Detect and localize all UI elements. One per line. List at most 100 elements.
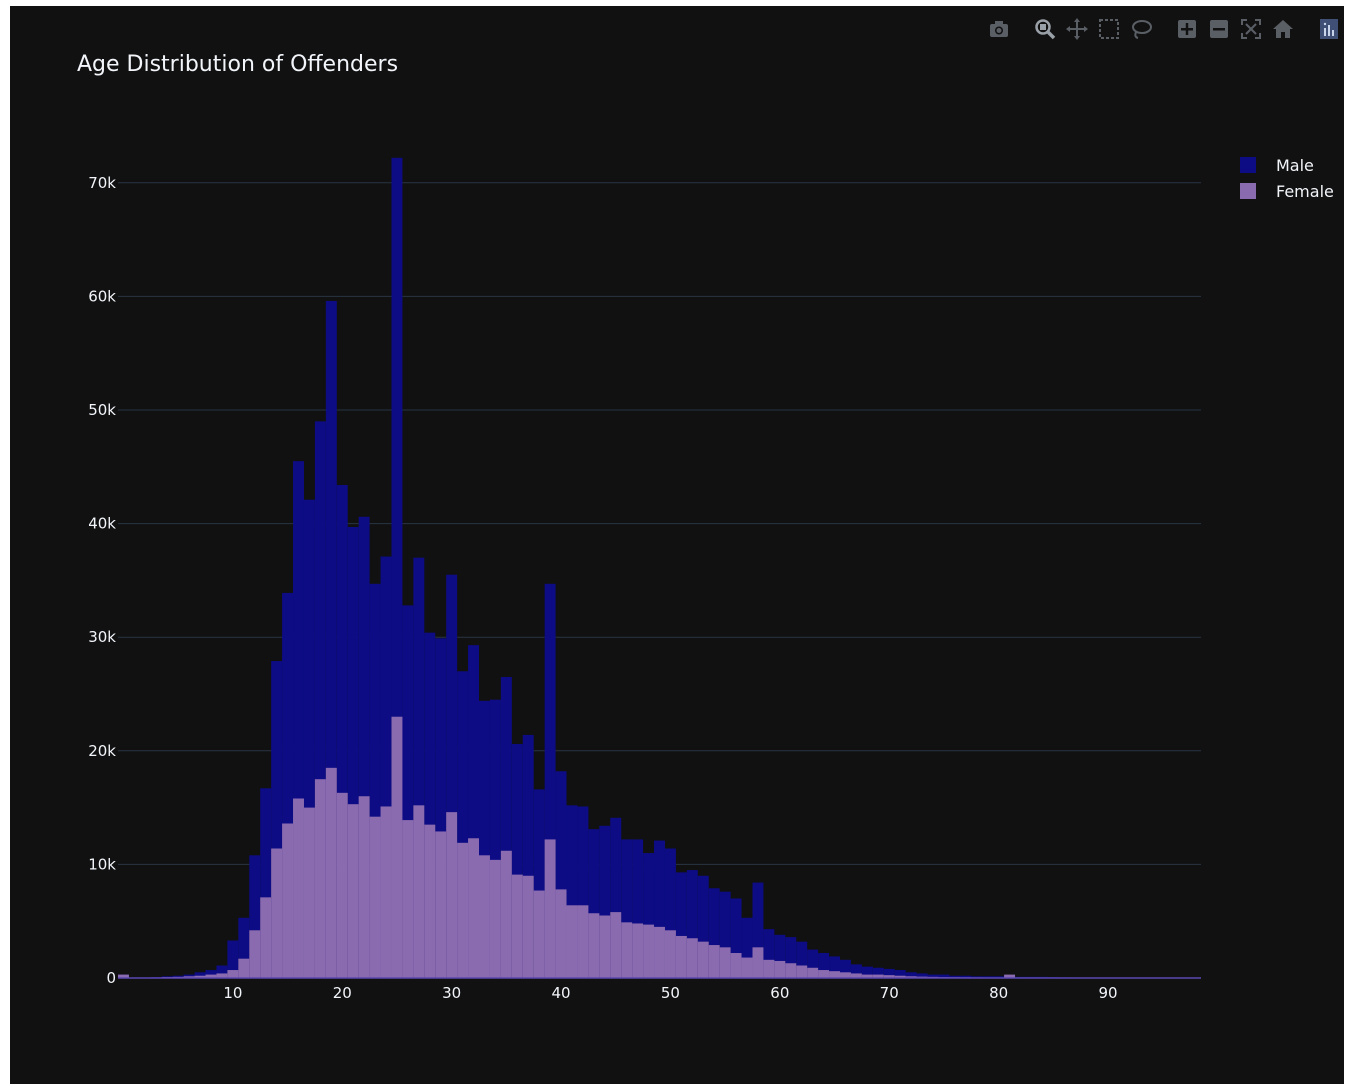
- bar-female[interactable]: [511, 874, 523, 978]
- bar-male[interactable]: [577, 806, 589, 978]
- bar-female[interactable]: [883, 975, 895, 978]
- bar-male[interactable]: [610, 817, 622, 978]
- bar-female[interactable]: [577, 905, 589, 978]
- bar-female[interactable]: [796, 965, 808, 978]
- bar-male[interactable]: [216, 965, 228, 978]
- bar-male[interactable]: [938, 974, 950, 978]
- bar-female[interactable]: [544, 839, 556, 978]
- bar-female[interactable]: [238, 958, 250, 978]
- bar-male[interactable]: [807, 949, 819, 978]
- bar-male[interactable]: [829, 956, 840, 978]
- lasso-select-icon[interactable]: [1128, 16, 1154, 42]
- bar-female[interactable]: [489, 859, 501, 978]
- bar-female[interactable]: [424, 824, 436, 978]
- bar-male[interactable]: [238, 917, 250, 978]
- bar-female[interactable]: [872, 974, 884, 978]
- camera-icon[interactable]: [986, 16, 1012, 42]
- bar-male[interactable]: [697, 875, 709, 978]
- bar-female[interactable]: [566, 905, 578, 978]
- bar-male[interactable]: [708, 888, 720, 978]
- bar-male[interactable]: [654, 840, 665, 978]
- bar-male[interactable]: [796, 941, 808, 978]
- bar-male[interactable]: [741, 917, 753, 978]
- bar-male[interactable]: [675, 872, 687, 978]
- bar-male[interactable]: [500, 676, 512, 978]
- bar-male[interactable]: [413, 557, 425, 978]
- bar-male[interactable]: [632, 839, 644, 978]
- zoom-in-icon[interactable]: [1174, 16, 1200, 42]
- bar-female[interactable]: [347, 804, 359, 978]
- bar-female[interactable]: [457, 842, 469, 978]
- chart-area[interactable]: 0 10k 20k 30k 40k 50k 60k 70k 10 20 30 40 50 60 70 80 9…: [10, 6, 1344, 1084]
- bar-male[interactable]: [271, 661, 283, 978]
- bar-male[interactable]: [664, 848, 676, 978]
- bar-female[interactable]: [413, 805, 425, 978]
- bar-male[interactable]: [883, 968, 895, 978]
- bar-female[interactable]: [500, 850, 512, 978]
- bar-male[interactable]: [872, 967, 884, 978]
- bar-male[interactable]: [468, 645, 479, 978]
- bar-male[interactable]: [446, 574, 458, 978]
- female-bars[interactable]: [118, 716, 1201, 978]
- bar-female[interactable]: [468, 838, 479, 978]
- bar-male[interactable]: [555, 771, 567, 978]
- bar-female[interactable]: [894, 975, 906, 978]
- bar-female[interactable]: [380, 806, 392, 978]
- bar-female[interactable]: [621, 922, 633, 978]
- bar-female[interactable]: [632, 923, 644, 978]
- bar-male[interactable]: [850, 964, 862, 978]
- bar-male[interactable]: [840, 959, 851, 978]
- bar-female[interactable]: [369, 816, 381, 978]
- male-bars[interactable]: [118, 157, 1201, 979]
- autoscale-icon[interactable]: [1238, 16, 1264, 42]
- bar-female[interactable]: [686, 938, 698, 978]
- bar-male[interactable]: [282, 592, 294, 978]
- bar-female[interactable]: [118, 974, 129, 978]
- bar-female[interactable]: [391, 716, 403, 978]
- bar-female[interactable]: [807, 967, 819, 978]
- bar-female[interactable]: [829, 971, 840, 978]
- bar-female[interactable]: [227, 970, 239, 978]
- bar-female[interactable]: [325, 767, 337, 978]
- bar-male[interactable]: [260, 788, 272, 978]
- bar-female[interactable]: [850, 973, 862, 978]
- bar-male[interactable]: [369, 583, 381, 978]
- bar-female[interactable]: [435, 831, 447, 978]
- bar-male[interactable]: [402, 605, 414, 978]
- bar-male[interactable]: [588, 829, 600, 978]
- bar-female[interactable]: [358, 796, 370, 978]
- bar-female[interactable]: [905, 976, 917, 978]
- bar-female[interactable]: [303, 807, 315, 978]
- bar-female[interactable]: [314, 779, 326, 978]
- zoom-out-icon[interactable]: [1206, 16, 1232, 42]
- bar-female[interactable]: [402, 820, 414, 978]
- legend-item-male[interactable]: Male: [1240, 152, 1334, 178]
- bar-male[interactable]: [380, 556, 392, 978]
- legend-item-female[interactable]: Female: [1240, 178, 1334, 204]
- box-select-icon[interactable]: [1096, 16, 1122, 42]
- bar-male[interactable]: [916, 973, 928, 978]
- bar-female[interactable]: [205, 974, 217, 978]
- bar-male[interactable]: [303, 499, 315, 978]
- bar-male[interactable]: [533, 789, 545, 978]
- bar-male[interactable]: [905, 972, 917, 978]
- bar-male[interactable]: [391, 157, 403, 979]
- bar-male[interactable]: [336, 484, 348, 978]
- bar-female[interactable]: [216, 973, 228, 978]
- bar-female[interactable]: [271, 848, 283, 978]
- bar-male[interactable]: [763, 929, 775, 978]
- bar-female[interactable]: [752, 947, 764, 978]
- bar-male[interactable]: [730, 898, 742, 978]
- bar-male[interactable]: [643, 853, 655, 978]
- bar-male[interactable]: [489, 699, 501, 978]
- bar-female[interactable]: [479, 855, 490, 978]
- bar-male[interactable]: [479, 700, 490, 978]
- plotly-logo-icon[interactable]: [1316, 16, 1342, 42]
- bar-female[interactable]: [654, 926, 665, 978]
- bar-male[interactable]: [861, 966, 873, 978]
- bar-female[interactable]: [697, 941, 709, 978]
- bar-male[interactable]: [293, 461, 304, 978]
- bar-female[interactable]: [249, 930, 261, 978]
- bar-male[interactable]: [785, 937, 797, 978]
- bar-male[interactable]: [752, 882, 764, 978]
